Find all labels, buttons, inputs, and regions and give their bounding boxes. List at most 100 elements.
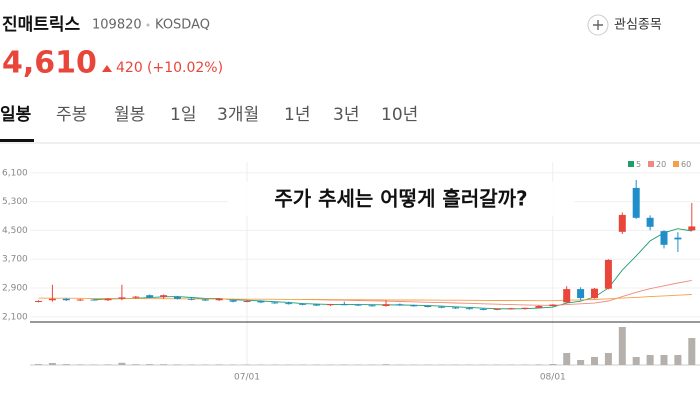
candle-body <box>62 298 70 301</box>
candle-body <box>660 231 668 245</box>
volume-bar <box>118 362 126 365</box>
y-tick-label: 5,300 <box>2 197 28 207</box>
legend-swatch <box>673 161 679 167</box>
y-tick-label: 2,900 <box>2 284 28 294</box>
volume-bar <box>632 357 640 365</box>
market: KOSDAQ <box>155 18 210 33</box>
candle-body <box>174 296 181 299</box>
watch-button[interactable]: 관심종목 <box>587 14 662 36</box>
candle-body <box>632 187 640 218</box>
annotation: 주가 추세는 어떻게 흘러갈까? <box>274 187 527 211</box>
candle-body <box>229 300 237 302</box>
volume-bar <box>62 364 70 365</box>
watch-icon[interactable] <box>587 14 609 36</box>
volume-bar <box>535 364 543 365</box>
candle-body <box>521 307 529 309</box>
y-tick-label: 4,500 <box>2 226 28 236</box>
volume-bar <box>604 353 612 365</box>
candle-body <box>646 217 654 227</box>
volume-bar <box>382 364 390 365</box>
volume-bar <box>215 364 223 365</box>
stock-name: 진매트릭스 <box>2 15 81 35</box>
candle-body <box>354 304 362 306</box>
candle-body <box>132 296 140 298</box>
candle-body <box>313 304 320 306</box>
candle-body <box>257 300 265 303</box>
tab[interactable]: 주봉 <box>56 105 87 125</box>
candle-body <box>688 226 696 231</box>
candle-body <box>396 304 404 306</box>
volume-bar <box>35 364 42 365</box>
volume-bar <box>187 364 195 365</box>
moving-average <box>94 228 692 310</box>
moving-average <box>302 279 692 306</box>
candle-body <box>368 305 376 307</box>
tab-underline <box>0 139 34 142</box>
change-pct: (+10.02%) <box>147 60 223 76</box>
candle-body <box>479 308 487 310</box>
tab[interactable]: 10년 <box>381 105 418 125</box>
candle-body <box>465 308 473 310</box>
volume-bar <box>549 364 557 365</box>
x-tick-label: 07/01 <box>234 373 260 383</box>
volume-bar <box>340 364 348 365</box>
annotation-box <box>228 182 574 216</box>
volume-bar <box>660 355 668 365</box>
tab[interactable]: 3개월 <box>217 105 259 125</box>
volume-bar <box>591 357 598 365</box>
tab[interactable]: 1년 <box>284 105 310 125</box>
candle-body <box>215 298 223 301</box>
tab[interactable]: 3년 <box>333 105 359 125</box>
candle-body <box>410 305 418 307</box>
watch-label[interactable]: 관심종목 <box>614 18 662 33</box>
candle-body <box>604 259 612 289</box>
candle-body <box>563 289 571 303</box>
volume-bar <box>646 355 654 365</box>
legend-swatch <box>648 161 654 167</box>
volume-bar <box>90 364 98 365</box>
tabs: 일봉 주봉 월봉 1일 3개월 1년 3년 10년 <box>0 105 418 142</box>
volume-bar <box>160 364 168 365</box>
tab[interactable]: 월봉 <box>114 105 145 125</box>
candle-body <box>271 302 279 304</box>
volume-bar <box>48 363 56 365</box>
candle-body <box>201 299 209 301</box>
candle-body <box>104 298 112 301</box>
candle-body <box>118 297 126 299</box>
candle-body <box>507 308 515 310</box>
volume-bar <box>618 327 626 365</box>
separator-dot <box>146 23 150 27</box>
volume-bar <box>146 364 154 365</box>
legend-label: 60 <box>681 160 691 169</box>
volume-bar <box>76 364 84 365</box>
x-tick-label: 08/01 <box>540 373 566 383</box>
volume-bar <box>688 338 696 365</box>
candle-body <box>452 307 459 309</box>
legend-swatch <box>628 161 634 167</box>
candle-body <box>146 295 154 298</box>
tab[interactable]: 1일 <box>170 105 196 125</box>
candle-body <box>674 237 682 240</box>
candle-body <box>382 304 390 306</box>
candle-body <box>285 303 293 305</box>
volume-bar <box>674 355 682 365</box>
candle-body <box>493 308 501 310</box>
chart: 6,100 5,300 4,500 3,700 2,900 2,100 07/01 08/01… <box>2 160 700 383</box>
y-tick-label: 3,700 <box>2 255 28 265</box>
plus-icon <box>593 20 603 30</box>
candle-body <box>424 306 432 307</box>
candle-body <box>340 304 348 306</box>
candle-body <box>591 288 598 299</box>
volume-bar <box>243 364 251 365</box>
volume-bar <box>104 364 112 365</box>
change: 420 <box>116 60 143 76</box>
volume-bar <box>229 364 237 365</box>
price: 4,610 <box>2 46 97 81</box>
candle-body <box>326 304 334 306</box>
volume-bar <box>563 353 571 365</box>
y-tick-label: 6,100 <box>2 168 28 178</box>
volume-bar <box>201 364 209 365</box>
tab[interactable]: 일봉 <box>0 105 32 125</box>
